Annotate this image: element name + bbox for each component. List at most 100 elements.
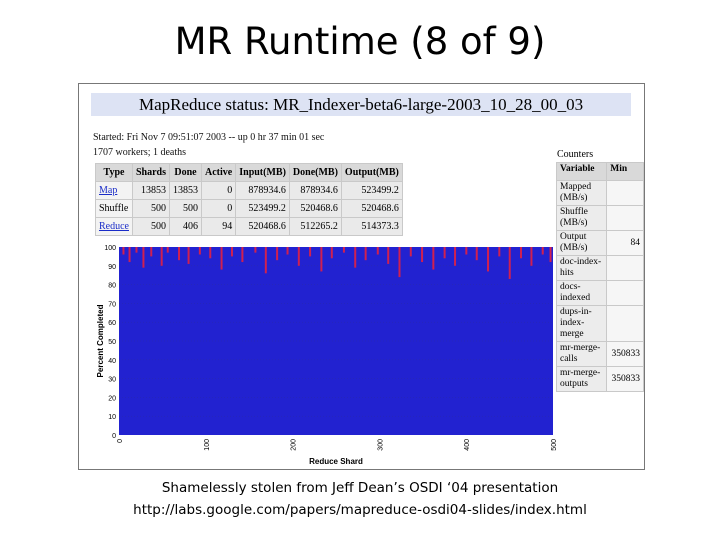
reduce-link[interactable]: Reduce xyxy=(99,221,129,232)
output-cell: 514373.3 xyxy=(340,217,403,236)
counter-variable: Mapped (MB/s) xyxy=(555,180,608,206)
x-tick-label: 300 xyxy=(377,439,384,451)
counter-value xyxy=(606,305,644,342)
counter-row: Mapped (MB/s) xyxy=(555,180,644,206)
active-shard-bar xyxy=(254,247,257,253)
x-tick-label: 400 xyxy=(464,439,471,451)
counter-value xyxy=(606,180,644,206)
y-tick-label: 0 xyxy=(112,433,116,440)
col-output: Output(MB) xyxy=(340,163,403,182)
counter-row: doc-index-hits xyxy=(555,255,644,281)
mapreduce-table: Type Shards Done Active Input(MB) Done(M… xyxy=(95,163,403,236)
map-link[interactable]: Map xyxy=(99,185,118,196)
counter-row: dups-in-index-merge xyxy=(555,305,644,342)
active-shard-bar xyxy=(520,247,523,259)
active-shard-bar xyxy=(409,247,412,257)
col-input: Input(MB) xyxy=(235,163,290,182)
active-shard-bar xyxy=(142,247,145,268)
active-shard-bar xyxy=(166,247,169,253)
active-shard-bar xyxy=(342,247,345,253)
col-type: Type xyxy=(95,163,133,182)
col-min: Min xyxy=(606,162,644,181)
active-shard-bar xyxy=(530,247,533,266)
active-shard-bar xyxy=(264,247,267,274)
input-cell: 878934.6 xyxy=(235,181,290,200)
counter-value: 350833 xyxy=(606,366,644,392)
shards-cell: 500 xyxy=(131,199,171,218)
counter-variable: mr-merge-outputs xyxy=(555,366,608,392)
counter-row: Output (MB/s) 84 xyxy=(555,230,644,256)
started-info: Started: Fri Nov 7 09:51:07 2003 -- up 0… xyxy=(93,132,325,143)
active-shard-bar xyxy=(209,247,212,259)
active-shard-bar xyxy=(187,247,190,264)
active-shard-bar xyxy=(122,247,125,255)
counters-header-row: Variable Min xyxy=(555,162,644,181)
counter-variable: Shuffle (MB/s) xyxy=(555,205,608,231)
done-cell: 500 xyxy=(169,199,203,218)
active-shard-bar xyxy=(220,247,223,270)
y-tick-label: 70 xyxy=(108,301,116,308)
status-screenshot: MapReduce status: MR_Indexer-beta6-large… xyxy=(78,83,645,470)
table-row: Shuffle 500 500 0 523499.2 520468.6 5204… xyxy=(95,199,403,218)
active-shard-bar xyxy=(443,247,446,259)
active-shard-bar xyxy=(320,247,323,272)
output-cell: 520468.6 xyxy=(340,199,403,218)
counter-value xyxy=(606,280,644,306)
table-header-row: Type Shards Done Active Input(MB) Done(M… xyxy=(95,163,403,182)
col-shards: Shards xyxy=(131,163,171,182)
output-cell: 523499.2 xyxy=(340,181,403,200)
counter-variable: dups-in-index-merge xyxy=(555,305,608,342)
credit-line: Shamelessly stolen from Jeff Dean’s OSDI… xyxy=(161,480,559,496)
active-shard-bar xyxy=(198,247,201,255)
active-shard-bar xyxy=(376,247,379,255)
done-cell: 406 xyxy=(169,217,203,236)
active-shard-bar xyxy=(286,247,289,255)
counter-variable: docs-indexed xyxy=(555,280,608,306)
active-shard-bar xyxy=(549,247,552,263)
col-done-mb: Done(MB) xyxy=(288,163,342,182)
active-cell: 94 xyxy=(201,217,237,236)
active-shard-bar xyxy=(178,247,181,261)
y-tick-label: 10 xyxy=(108,414,116,421)
y-tick-label: 60 xyxy=(108,320,116,327)
y-tick-label: 100 xyxy=(104,245,116,252)
worker-info: 1707 workers; 1 deaths xyxy=(93,147,187,158)
active-shard-bar xyxy=(297,247,300,266)
y-axis-label: Percent Completed xyxy=(96,304,105,377)
counter-value xyxy=(606,205,644,231)
active-shard-bar xyxy=(309,247,312,257)
active-shard-bar xyxy=(387,247,390,264)
type-cell: Map xyxy=(95,181,133,200)
source-url: http://labs.google.com/papers/mapreduce-… xyxy=(133,502,587,518)
x-tick-label: 100 xyxy=(204,439,211,451)
active-shard-bar xyxy=(498,247,501,257)
active-shard-bar xyxy=(276,247,279,261)
status-page-title: MapReduce status: MR_Indexer-beta6-large… xyxy=(91,93,631,116)
active-shard-bar xyxy=(465,247,468,255)
y-tick-label: 50 xyxy=(108,339,116,346)
col-done: Done xyxy=(169,163,203,182)
counter-row: Shuffle (MB/s) xyxy=(555,205,644,231)
counter-row: mr-merge-calls 350833 xyxy=(555,341,644,367)
active-cell: 0 xyxy=(201,199,237,218)
active-shard-bar xyxy=(487,247,490,272)
counters-table: Variable Min Mapped (MB/s) Shuffle (MB/s… xyxy=(555,162,644,392)
y-tick-label: 20 xyxy=(108,395,116,402)
reduce-progress-chart: 0 10 20 30 40 50 60 70 80 90 100 0 100 200 300 400 500 Re… xyxy=(96,245,558,466)
counter-variable: Output (MB/s) xyxy=(555,230,608,256)
counter-value: 350833 xyxy=(606,341,644,367)
y-tick-label: 40 xyxy=(108,358,116,365)
col-active: Active xyxy=(201,163,237,182)
active-shard-bar xyxy=(230,247,233,257)
active-shard-bar xyxy=(241,247,244,263)
input-cell: 523499.2 xyxy=(235,199,290,218)
y-tick-label: 90 xyxy=(108,264,116,271)
active-cell: 0 xyxy=(201,181,237,200)
active-shard-bar xyxy=(454,247,457,266)
counters-label: Counters xyxy=(557,149,594,160)
done-mb-cell: 512265.2 xyxy=(288,217,342,236)
type-cell: Reduce xyxy=(95,217,133,236)
active-shard-bar xyxy=(508,247,511,279)
input-cell: 520468.6 xyxy=(235,217,290,236)
active-shard-bar xyxy=(475,247,478,261)
